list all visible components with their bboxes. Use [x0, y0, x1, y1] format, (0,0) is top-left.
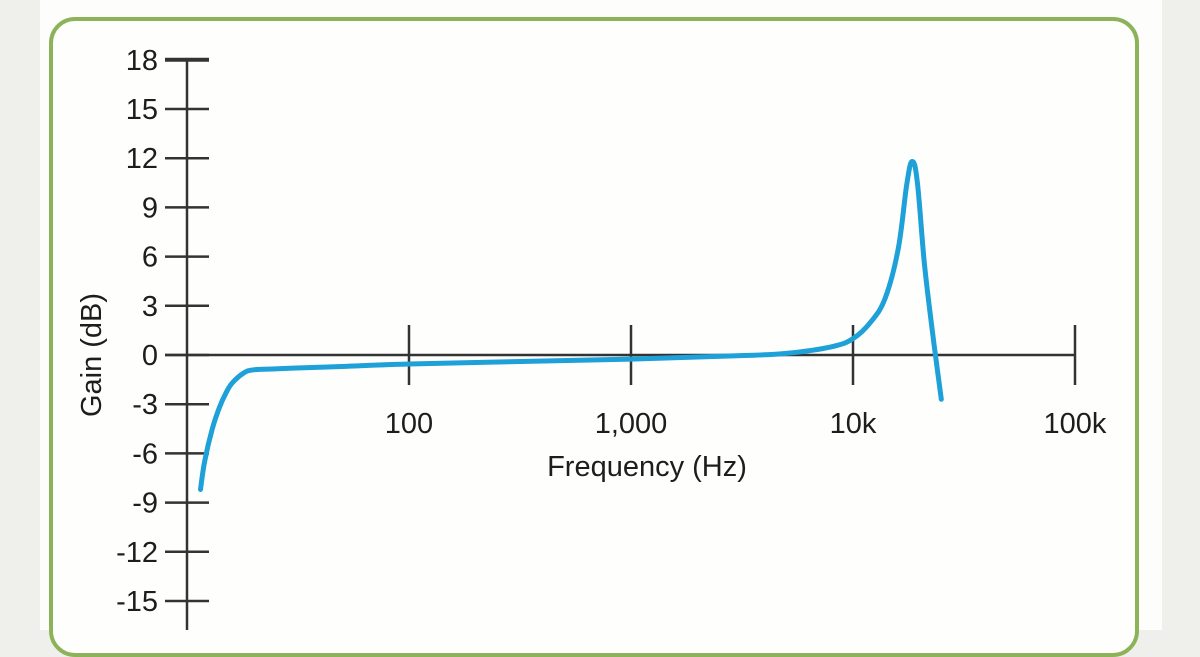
x-axis-title: Frequency (Hz): [547, 451, 747, 483]
y-tick-label: 0: [142, 340, 158, 372]
y-axis: 18 15 12 9 6 3 0 -3 -6 -9 -12 -15: [116, 45, 209, 630]
y-tick-label: 18: [126, 45, 158, 77]
y-tick-label: -3: [132, 389, 158, 421]
chart-frame: [49, 17, 1139, 657]
y-tick-label: 6: [142, 242, 158, 274]
x-tick-label: 100: [385, 408, 433, 440]
y-tick-label: 3: [142, 291, 158, 323]
gain-chart: 18 15 12 9 6 3 0 -3 -6 -9 -12 -15 100 1,000 10k 100k G…: [76, 45, 1107, 630]
x-tick-label: 10k: [830, 408, 877, 440]
gain-curve: [198, 159, 944, 492]
x-tick-label: 100k: [1044, 408, 1107, 440]
x-axis: 100 1,000 10k 100k: [165, 325, 1107, 440]
y-tick-label: -12: [116, 537, 158, 569]
x-tick-label: 1,000: [595, 408, 668, 440]
y-tick-label: 15: [126, 94, 158, 126]
y-tick-label: -6: [132, 438, 158, 470]
y-tick-label: 9: [142, 192, 158, 224]
y-tick-label: -9: [132, 488, 158, 520]
y-tick-label: -15: [116, 586, 158, 618]
y-tick-label: 12: [126, 143, 158, 175]
y-axis-title: Gain (dB): [76, 293, 108, 417]
